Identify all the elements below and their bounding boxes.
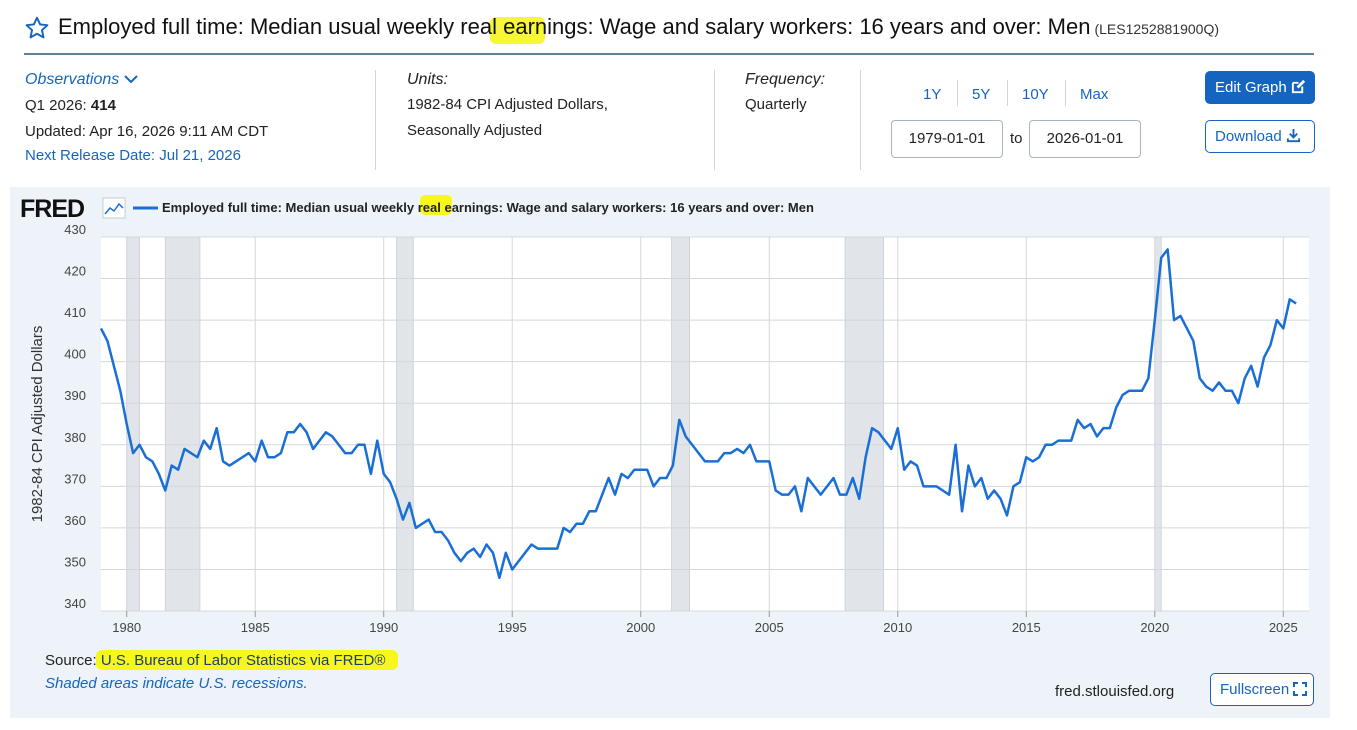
divider	[24, 53, 1314, 55]
x-tick-label: 2005	[755, 620, 784, 635]
y-tick-label: 410	[64, 305, 86, 320]
x-tick-label: 2015	[1012, 620, 1041, 635]
x-tick-label: 2010	[883, 620, 912, 635]
highlight	[420, 195, 452, 215]
range-button[interactable]: 1Y	[923, 86, 942, 103]
latest: Q1 2026: 414	[25, 97, 116, 114]
frequency-label: Frequency:	[745, 71, 826, 88]
start-date[interactable]: 1979-01-01	[891, 120, 1003, 158]
latest-period: Q1 2026:	[25, 97, 87, 114]
latest-value: 414	[90, 97, 116, 114]
fullscreen-icon	[1293, 682, 1308, 696]
y-tick-label: 430	[64, 222, 86, 237]
plot-area	[101, 237, 1309, 611]
divider	[714, 70, 715, 170]
observations-toggle[interactable]: Observations	[25, 71, 138, 89]
fred-logo: FRED	[20, 195, 84, 223]
divider	[375, 70, 376, 170]
y-tick-label: 360	[64, 513, 86, 528]
recession-band	[396, 236, 414, 612]
next-release[interactable]: Next Release Date: Jul 21, 2026	[25, 147, 241, 164]
units-line: Seasonally Adjusted	[407, 122, 543, 139]
y-tick-label: 390	[64, 388, 86, 403]
recession-band	[164, 236, 201, 612]
range-button[interactable]: 5Y	[972, 86, 991, 103]
x-tick-label: 2020	[1140, 620, 1169, 635]
range-button[interactable]: 10Y	[1022, 86, 1049, 103]
download-label: Download	[1215, 128, 1282, 145]
edit-label: Edit Graph	[1215, 79, 1287, 96]
y-axis-label: 1982-84 CPI Adjusted Dollars	[29, 326, 46, 523]
fullscreen-label: Fullscreen	[1220, 681, 1290, 698]
to-label: to	[1010, 130, 1023, 147]
x-tick-label: 2025	[1269, 620, 1298, 635]
chart-icon	[102, 197, 126, 219]
edit-graph-button[interactable]: Edit Graph	[1205, 71, 1315, 104]
y-tick-label: 340	[64, 596, 86, 611]
x-tick-label: 1985	[241, 620, 270, 635]
recession-band	[126, 236, 140, 612]
units-label: Units:	[407, 71, 448, 88]
download-icon	[1286, 128, 1300, 143]
highlight	[96, 650, 398, 670]
y-tick-label: 420	[64, 264, 86, 279]
range-button[interactable]: Max	[1080, 86, 1109, 103]
highlight	[490, 17, 545, 44]
divider	[860, 70, 861, 170]
series-id: (LES1252881900Q)	[1094, 21, 1219, 37]
separator	[957, 80, 958, 106]
series-line	[99, 248, 1297, 580]
source-label: Source:	[45, 652, 97, 669]
x-tick-label: 1980	[112, 620, 141, 635]
updated: Updated: Apr 16, 2026 9:11 AM CDT	[25, 123, 269, 140]
separator	[1007, 80, 1008, 106]
x-tick-label: 2000	[626, 620, 655, 635]
legend-label: Employed full time: Median usual weekly …	[162, 200, 814, 215]
x-tick-label: 1990	[369, 620, 398, 635]
observations-label: Observations	[25, 71, 120, 88]
recession-note: Shaded areas indicate U.S. recessions.	[45, 675, 308, 692]
star-icon[interactable]	[24, 15, 50, 41]
download-button[interactable]: Download	[1205, 120, 1315, 153]
separator	[1065, 80, 1066, 106]
title-line: Employed full time: Median usual weekly …	[58, 14, 1219, 40]
y-tick-label: 400	[64, 347, 86, 362]
chevron	[124, 75, 138, 84]
y-tick-label: 370	[64, 471, 86, 486]
fullscreen-button[interactable]: Fullscreen	[1210, 673, 1314, 706]
site: fred.stlouisfed.org	[1055, 683, 1175, 700]
recession-band	[844, 236, 885, 612]
end-date[interactable]: 2026-01-01	[1029, 120, 1141, 158]
title: Employed full time: Median usual weekly …	[58, 14, 1091, 39]
y-tick-label: 350	[64, 554, 86, 569]
y-tick-label: 380	[64, 430, 86, 445]
source: Source: U.S. Bureau of Labor Statistics …	[45, 652, 385, 669]
x-tick-label: 1995	[498, 620, 527, 635]
edit-icon	[1291, 79, 1306, 94]
units-line: 1982-84 CPI Adjusted Dollars,	[407, 96, 608, 113]
source-link[interactable]: U.S. Bureau of Labor Statistics via FRED…	[100, 652, 386, 669]
frequency-value: Quarterly	[745, 96, 807, 113]
